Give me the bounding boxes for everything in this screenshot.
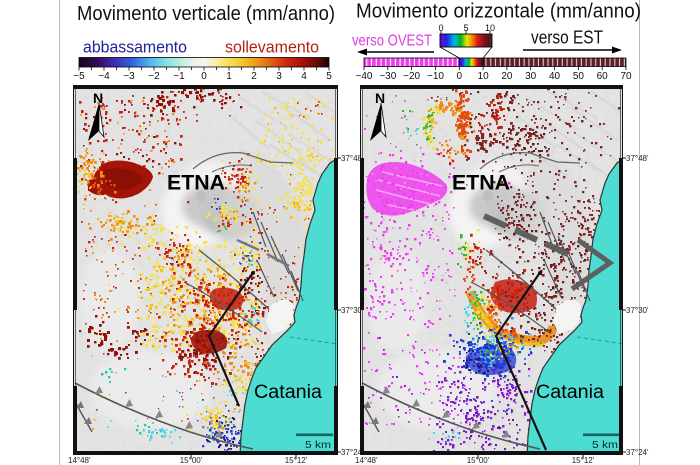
svg-text:5 km: 5 km: [592, 439, 618, 451]
svg-text:15°12': 15°12': [572, 456, 595, 465]
svg-text:60: 60: [597, 71, 609, 82]
svg-text:−20: −20: [403, 71, 420, 82]
svg-text:−30: −30: [379, 71, 396, 82]
svg-text:Movimento verticale (mm/anno): Movimento verticale (mm/anno): [77, 3, 335, 25]
svg-text:−1: −1: [173, 71, 185, 82]
svg-text:50: 50: [573, 71, 585, 82]
svg-text:−2: −2: [148, 71, 160, 82]
svg-text:5 km: 5 km: [305, 439, 331, 451]
svg-text:−40: −40: [356, 71, 373, 82]
svg-text:abbassamento: abbassamento: [83, 38, 187, 57]
svg-text:0: 0: [457, 71, 463, 82]
svg-text:40: 40: [549, 71, 561, 82]
svg-text:30: 30: [525, 71, 537, 82]
svg-text:10: 10: [478, 71, 490, 82]
svg-text:−4: −4: [98, 71, 110, 82]
svg-text:37°24': 37°24': [626, 448, 649, 457]
svg-text:37°48': 37°48': [626, 154, 649, 163]
svg-text:2: 2: [251, 71, 257, 82]
svg-text:sollevamento: sollevamento: [225, 38, 319, 57]
svg-text:37°48': 37°48': [341, 154, 364, 163]
svg-text:37°30': 37°30': [341, 306, 364, 315]
svg-text:3: 3: [276, 71, 282, 82]
svg-text:37°24': 37°24': [341, 448, 364, 457]
svg-text:1: 1: [226, 71, 232, 82]
svg-text:N: N: [375, 90, 385, 106]
svg-text:Catania: Catania: [536, 382, 604, 403]
svg-text:N: N: [93, 90, 103, 106]
svg-text:4: 4: [301, 71, 307, 82]
svg-text:−5: −5: [73, 71, 85, 82]
svg-text:0: 0: [438, 23, 443, 33]
svg-text:Movimento orizzontale (mm/anno: Movimento orizzontale (mm/anno): [356, 1, 641, 23]
svg-text:−10: −10: [427, 71, 444, 82]
svg-text:ETNA: ETNA: [167, 172, 225, 195]
svg-text:14°48': 14°48': [355, 456, 378, 465]
svg-text:ETNA: ETNA: [452, 172, 510, 195]
svg-text:20: 20: [501, 71, 513, 82]
svg-text:verso EST: verso EST: [531, 28, 603, 48]
svg-text:Catania: Catania: [254, 382, 322, 403]
svg-text:37°30': 37°30': [626, 306, 649, 315]
svg-text:5: 5: [326, 71, 332, 82]
svg-text:0: 0: [201, 71, 207, 82]
svg-text:70: 70: [620, 71, 632, 82]
svg-text:15°00': 15°00': [467, 456, 490, 465]
svg-text:verso OVEST: verso OVEST: [352, 33, 432, 50]
svg-text:15°00': 15°00': [180, 456, 203, 465]
svg-text:−3: −3: [123, 71, 135, 82]
svg-text:14°48': 14°48': [68, 456, 91, 465]
svg-text:15°12': 15°12': [285, 456, 308, 465]
svg-text:10: 10: [485, 23, 495, 33]
svg-text:5: 5: [463, 23, 468, 33]
